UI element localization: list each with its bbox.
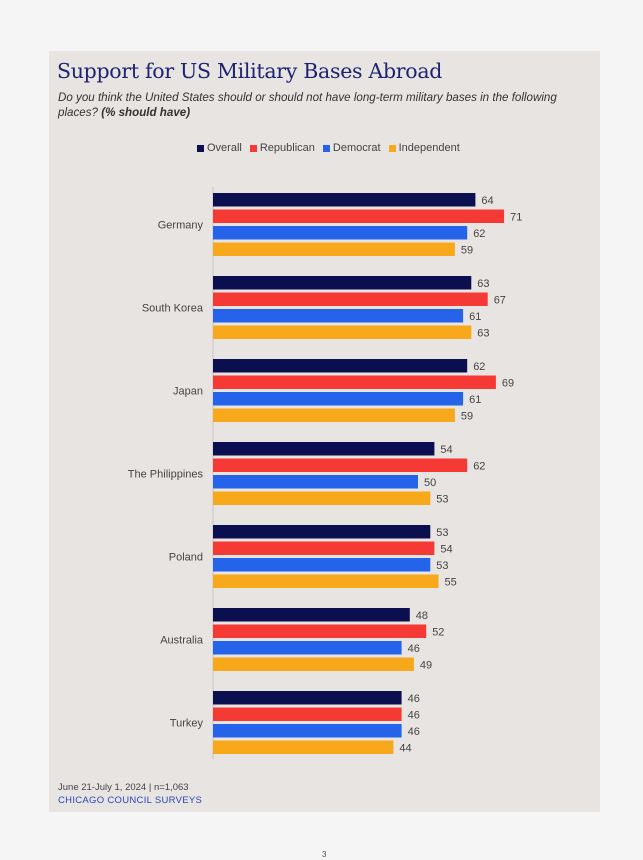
data-label-japan-overall: 62: [473, 361, 485, 373]
legend-swatch-independent: [388, 144, 396, 152]
data-label-japan-democrat: 61: [469, 394, 481, 406]
data-label-turkey-republican: 46: [408, 709, 420, 721]
bar-australia-independent: [213, 657, 414, 671]
bar-australia-republican: [213, 624, 427, 638]
bar-australia-democrat: [213, 641, 402, 655]
bar-turkey-democrat: [213, 724, 402, 738]
legend-item-independent: Independent: [388, 142, 460, 154]
data-label-germany-republican: 71: [510, 211, 522, 223]
legend-label-republican: Republican: [259, 142, 315, 154]
bar-turkey-independent: [213, 740, 394, 754]
bar-germany-republican: [213, 209, 505, 223]
data-label-south-korea-democrat: 61: [469, 311, 481, 323]
bar-poland-overall: [213, 525, 431, 539]
data-label-australia-independent: 49: [420, 659, 432, 671]
bar-japan-democrat: [213, 392, 464, 406]
bar-the-philippines-independent: [213, 491, 431, 505]
data-label-turkey-independent: 44: [399, 742, 411, 754]
bar-the-philippines-overall: [213, 442, 435, 456]
bar-germany-independent: [213, 242, 455, 256]
chart-subtitle: Do you think the United States should or…: [58, 90, 593, 120]
category-label-south-korea: South Korea: [142, 303, 204, 315]
bar-turkey-republican: [213, 707, 402, 721]
chart-panel: Support for US Military Bases Abroad Do …: [49, 51, 600, 812]
data-label-japan-independent: 59: [461, 410, 473, 422]
data-label-australia-overall: 48: [416, 610, 428, 622]
data-label-the-philippines-democrat: 50: [424, 477, 436, 489]
bar-japan-independent: [213, 408, 455, 422]
data-label-poland-democrat: 53: [436, 560, 448, 572]
data-label-south-korea-overall: 63: [477, 278, 489, 290]
bar-the-philippines-republican: [213, 458, 468, 472]
category-label-turkey: Turkey: [170, 718, 204, 730]
legend-swatch-democrat: [322, 144, 330, 152]
data-label-turkey-overall: 46: [408, 693, 420, 705]
bar-germany-overall: [213, 193, 476, 207]
data-label-poland-overall: 53: [436, 527, 448, 539]
category-label-germany: Germany: [158, 220, 204, 232]
source-label: CHICAGO COUNCIL SURVEYS: [58, 795, 203, 806]
data-label-the-philippines-overall: 54: [440, 444, 452, 456]
data-label-germany-democrat: 62: [473, 228, 485, 240]
bar-poland-democrat: [213, 558, 431, 572]
bar-poland-independent: [213, 574, 439, 588]
survey-date-note: June 21-July 1, 2024 | n=1,063: [58, 782, 189, 793]
legend-item-democrat: Democrat: [322, 142, 381, 154]
subtitle-emphasis: (% should have): [101, 106, 191, 119]
category-label-poland: Poland: [169, 552, 203, 564]
data-label-the-philippines-independent: 53: [436, 493, 448, 505]
bar-turkey-overall: [213, 691, 402, 705]
data-label-australia-republican: 52: [432, 626, 444, 638]
legend-swatch-overall: [197, 144, 204, 152]
category-label-australia: Australia: [160, 635, 204, 647]
legend-label-independent: Independent: [398, 142, 460, 154]
legend-item-overall: Overall: [197, 142, 242, 154]
page-number: 3: [322, 850, 327, 859]
legend-item-republican: Republican: [249, 142, 315, 154]
category-label-the-philippines: The Philippines: [128, 469, 204, 481]
data-label-australia-democrat: 46: [408, 643, 420, 655]
bar-the-philippines-democrat: [213, 475, 418, 489]
chart-legend: Overall Republican Democrat Independent: [197, 141, 468, 155]
data-label-turkey-democrat: 46: [408, 726, 420, 738]
data-label-poland-republican: 54: [440, 543, 452, 555]
legend-label-democrat: Democrat: [332, 142, 381, 154]
bar-japan-overall: [213, 359, 468, 373]
category-label-japan: Japan: [173, 386, 203, 398]
data-label-poland-independent: 55: [445, 576, 457, 588]
data-label-the-philippines-republican: 62: [473, 460, 485, 472]
bar-south-korea-republican: [213, 292, 488, 306]
bar-south-korea-overall: [213, 276, 472, 290]
data-label-south-korea-independent: 63: [477, 327, 489, 339]
subtitle-question: Do you think the United States should or…: [58, 91, 557, 119]
bar-japan-republican: [213, 375, 496, 389]
data-label-japan-republican: 69: [502, 377, 514, 389]
bar-germany-democrat: [213, 226, 468, 240]
data-label-germany-overall: 64: [481, 195, 493, 207]
legend-swatch-republican: [249, 144, 257, 152]
bar-australia-overall: [213, 608, 410, 622]
bar-poland-republican: [213, 541, 435, 555]
bar-south-korea-democrat: [213, 309, 464, 323]
data-label-germany-independent: 59: [461, 244, 473, 256]
bar-south-korea-independent: [213, 325, 472, 339]
legend-label-overall: Overall: [207, 142, 242, 154]
data-label-south-korea-republican: 67: [494, 294, 506, 306]
chart-title: Support for US Military Bases Abroad: [57, 59, 443, 83]
